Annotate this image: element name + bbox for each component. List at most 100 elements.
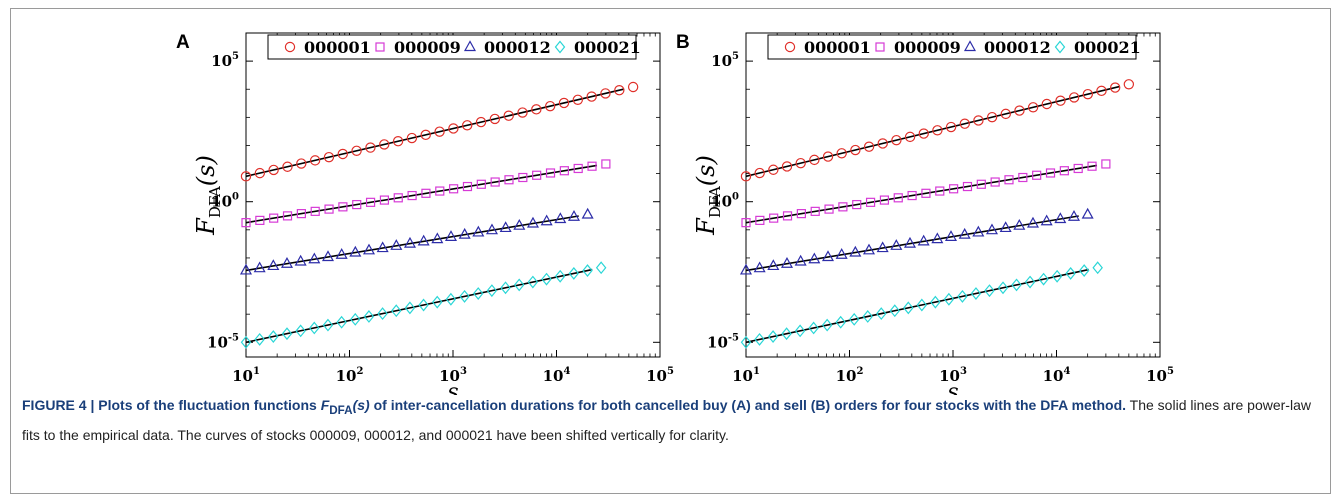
data-point <box>568 266 580 280</box>
plot-area <box>245 32 661 358</box>
data-point <box>406 132 418 144</box>
data-point <box>255 215 265 225</box>
data-point <box>768 164 779 175</box>
x-tick-label: 104 <box>543 366 571 385</box>
data-point <box>324 204 334 214</box>
legend-box <box>267 34 637 60</box>
data-point <box>282 161 293 172</box>
data-point <box>435 186 445 196</box>
data-point <box>1011 278 1022 292</box>
data-point <box>337 148 348 160</box>
data-point <box>268 164 279 176</box>
data-point <box>836 148 847 159</box>
legend-marker-000001 <box>284 41 296 53</box>
x-tick-label: 101 <box>232 366 260 385</box>
data-point <box>390 239 403 250</box>
data-point <box>877 138 888 149</box>
y-tick-label: 105 <box>711 51 739 70</box>
data-point <box>739 263 753 275</box>
data-point <box>850 144 861 156</box>
data-point <box>848 312 860 326</box>
chart-panel-a: 101 102 103 104 105 10-5 100 105 s FDFA(s) A 000001… <box>176 32 674 395</box>
data-point <box>1087 161 1097 171</box>
x-tick-label: 104 <box>1043 366 1071 385</box>
data-point <box>809 154 820 166</box>
data-point <box>418 298 429 312</box>
data-point <box>1068 92 1080 103</box>
data-point <box>349 245 362 257</box>
data-point <box>462 120 473 131</box>
data-point <box>822 151 834 162</box>
data-point <box>281 327 293 341</box>
x-tick-label: 105 <box>1146 366 1174 385</box>
data-point <box>407 190 417 201</box>
data-point <box>889 304 901 318</box>
data-point <box>862 243 876 255</box>
data-point <box>267 259 280 271</box>
legend-label-000012: 000012 <box>984 38 1051 57</box>
data-point <box>796 209 806 219</box>
data-point <box>741 218 751 228</box>
data-point <box>294 254 307 266</box>
data-point <box>999 221 1012 233</box>
legend-marker-000012 <box>463 40 477 52</box>
data-point <box>513 278 525 292</box>
data-point <box>1026 216 1040 228</box>
data-point <box>932 125 943 136</box>
data-point <box>1096 85 1107 97</box>
caption-symbol: F <box>320 397 330 413</box>
data-point <box>1078 264 1090 278</box>
data-point <box>587 161 597 171</box>
data-point <box>595 261 607 275</box>
y-axis-label: FDFA(s) <box>692 155 724 236</box>
series-000009 <box>241 159 611 228</box>
data-point <box>1027 102 1039 113</box>
data-point <box>755 215 765 225</box>
data-point <box>431 295 443 309</box>
data-point <box>393 193 403 203</box>
data-point <box>390 304 402 318</box>
data-point <box>1101 159 1111 169</box>
data-point <box>865 197 876 207</box>
series-000001 <box>740 79 1135 182</box>
data-point <box>268 330 279 344</box>
data-point <box>420 129 431 141</box>
data-point <box>531 104 542 115</box>
data-point <box>554 269 566 283</box>
data-point <box>421 188 431 198</box>
data-point <box>986 111 998 123</box>
figure-plots: 101 102 103 104 105 10-5 100 105 s FDFA(s) A 000001… <box>176 32 1174 395</box>
data-point <box>573 163 583 174</box>
data-point <box>365 142 376 153</box>
data-point <box>904 131 916 143</box>
data-point <box>769 213 779 223</box>
data-point <box>351 145 362 156</box>
legend-label-000001: 000001 <box>304 38 371 57</box>
x-tick-label: 103 <box>439 366 467 385</box>
data-point <box>1000 108 1011 120</box>
data-point <box>972 225 985 237</box>
legend-label-000009: 000009 <box>394 38 461 57</box>
series-000021 <box>740 261 1103 349</box>
data-point <box>852 199 862 210</box>
data-point <box>499 221 512 233</box>
data-point <box>984 284 995 298</box>
data-point <box>753 261 766 273</box>
legend-box <box>767 34 1137 60</box>
data-point <box>309 321 320 335</box>
data-point <box>558 97 570 109</box>
data-point <box>1082 88 1094 100</box>
series-000009 <box>741 159 1111 228</box>
legend-label-000012: 000012 <box>484 38 551 57</box>
data-point <box>526 216 540 228</box>
data-point <box>445 292 457 306</box>
legend-label-000021: 000021 <box>574 38 641 57</box>
data-point <box>459 289 470 303</box>
data-point <box>890 239 903 250</box>
data-point <box>795 157 806 169</box>
data-point <box>338 202 348 212</box>
data-point <box>572 94 584 105</box>
data-point <box>1092 261 1103 275</box>
y-tick-label: 105 <box>211 51 239 70</box>
y-tick-label: 10-5 <box>707 332 739 351</box>
